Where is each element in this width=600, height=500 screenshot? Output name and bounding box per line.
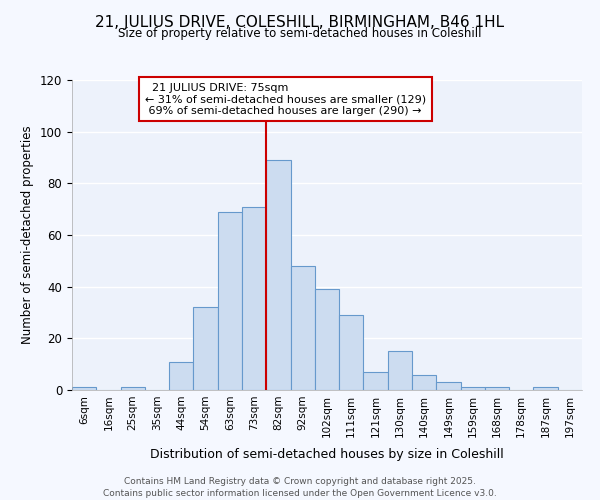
Text: Contains public sector information licensed under the Open Government Licence v3: Contains public sector information licen… — [103, 489, 497, 498]
Bar — [315, 289, 339, 390]
Bar — [121, 388, 145, 390]
Bar — [533, 388, 558, 390]
Bar — [436, 382, 461, 390]
Text: Size of property relative to semi-detached houses in Coleshill: Size of property relative to semi-detach… — [118, 28, 482, 40]
Text: Contains HM Land Registry data © Crown copyright and database right 2025.: Contains HM Land Registry data © Crown c… — [124, 478, 476, 486]
Bar — [412, 374, 436, 390]
Bar — [364, 372, 388, 390]
Bar — [169, 362, 193, 390]
Bar — [193, 308, 218, 390]
Bar — [339, 315, 364, 390]
Bar — [461, 388, 485, 390]
Text: 21 JULIUS DRIVE: 75sqm  
← 31% of semi-detached houses are smaller (129)
 69% of: 21 JULIUS DRIVE: 75sqm ← 31% of semi-det… — [145, 82, 426, 116]
Bar — [218, 212, 242, 390]
Text: 21, JULIUS DRIVE, COLESHILL, BIRMINGHAM, B46 1HL: 21, JULIUS DRIVE, COLESHILL, BIRMINGHAM,… — [95, 15, 505, 30]
Y-axis label: Number of semi-detached properties: Number of semi-detached properties — [22, 126, 34, 344]
X-axis label: Distribution of semi-detached houses by size in Coleshill: Distribution of semi-detached houses by … — [150, 448, 504, 461]
Bar — [485, 388, 509, 390]
Bar — [242, 206, 266, 390]
Bar — [388, 351, 412, 390]
Bar — [72, 388, 96, 390]
Bar — [290, 266, 315, 390]
Bar — [266, 160, 290, 390]
